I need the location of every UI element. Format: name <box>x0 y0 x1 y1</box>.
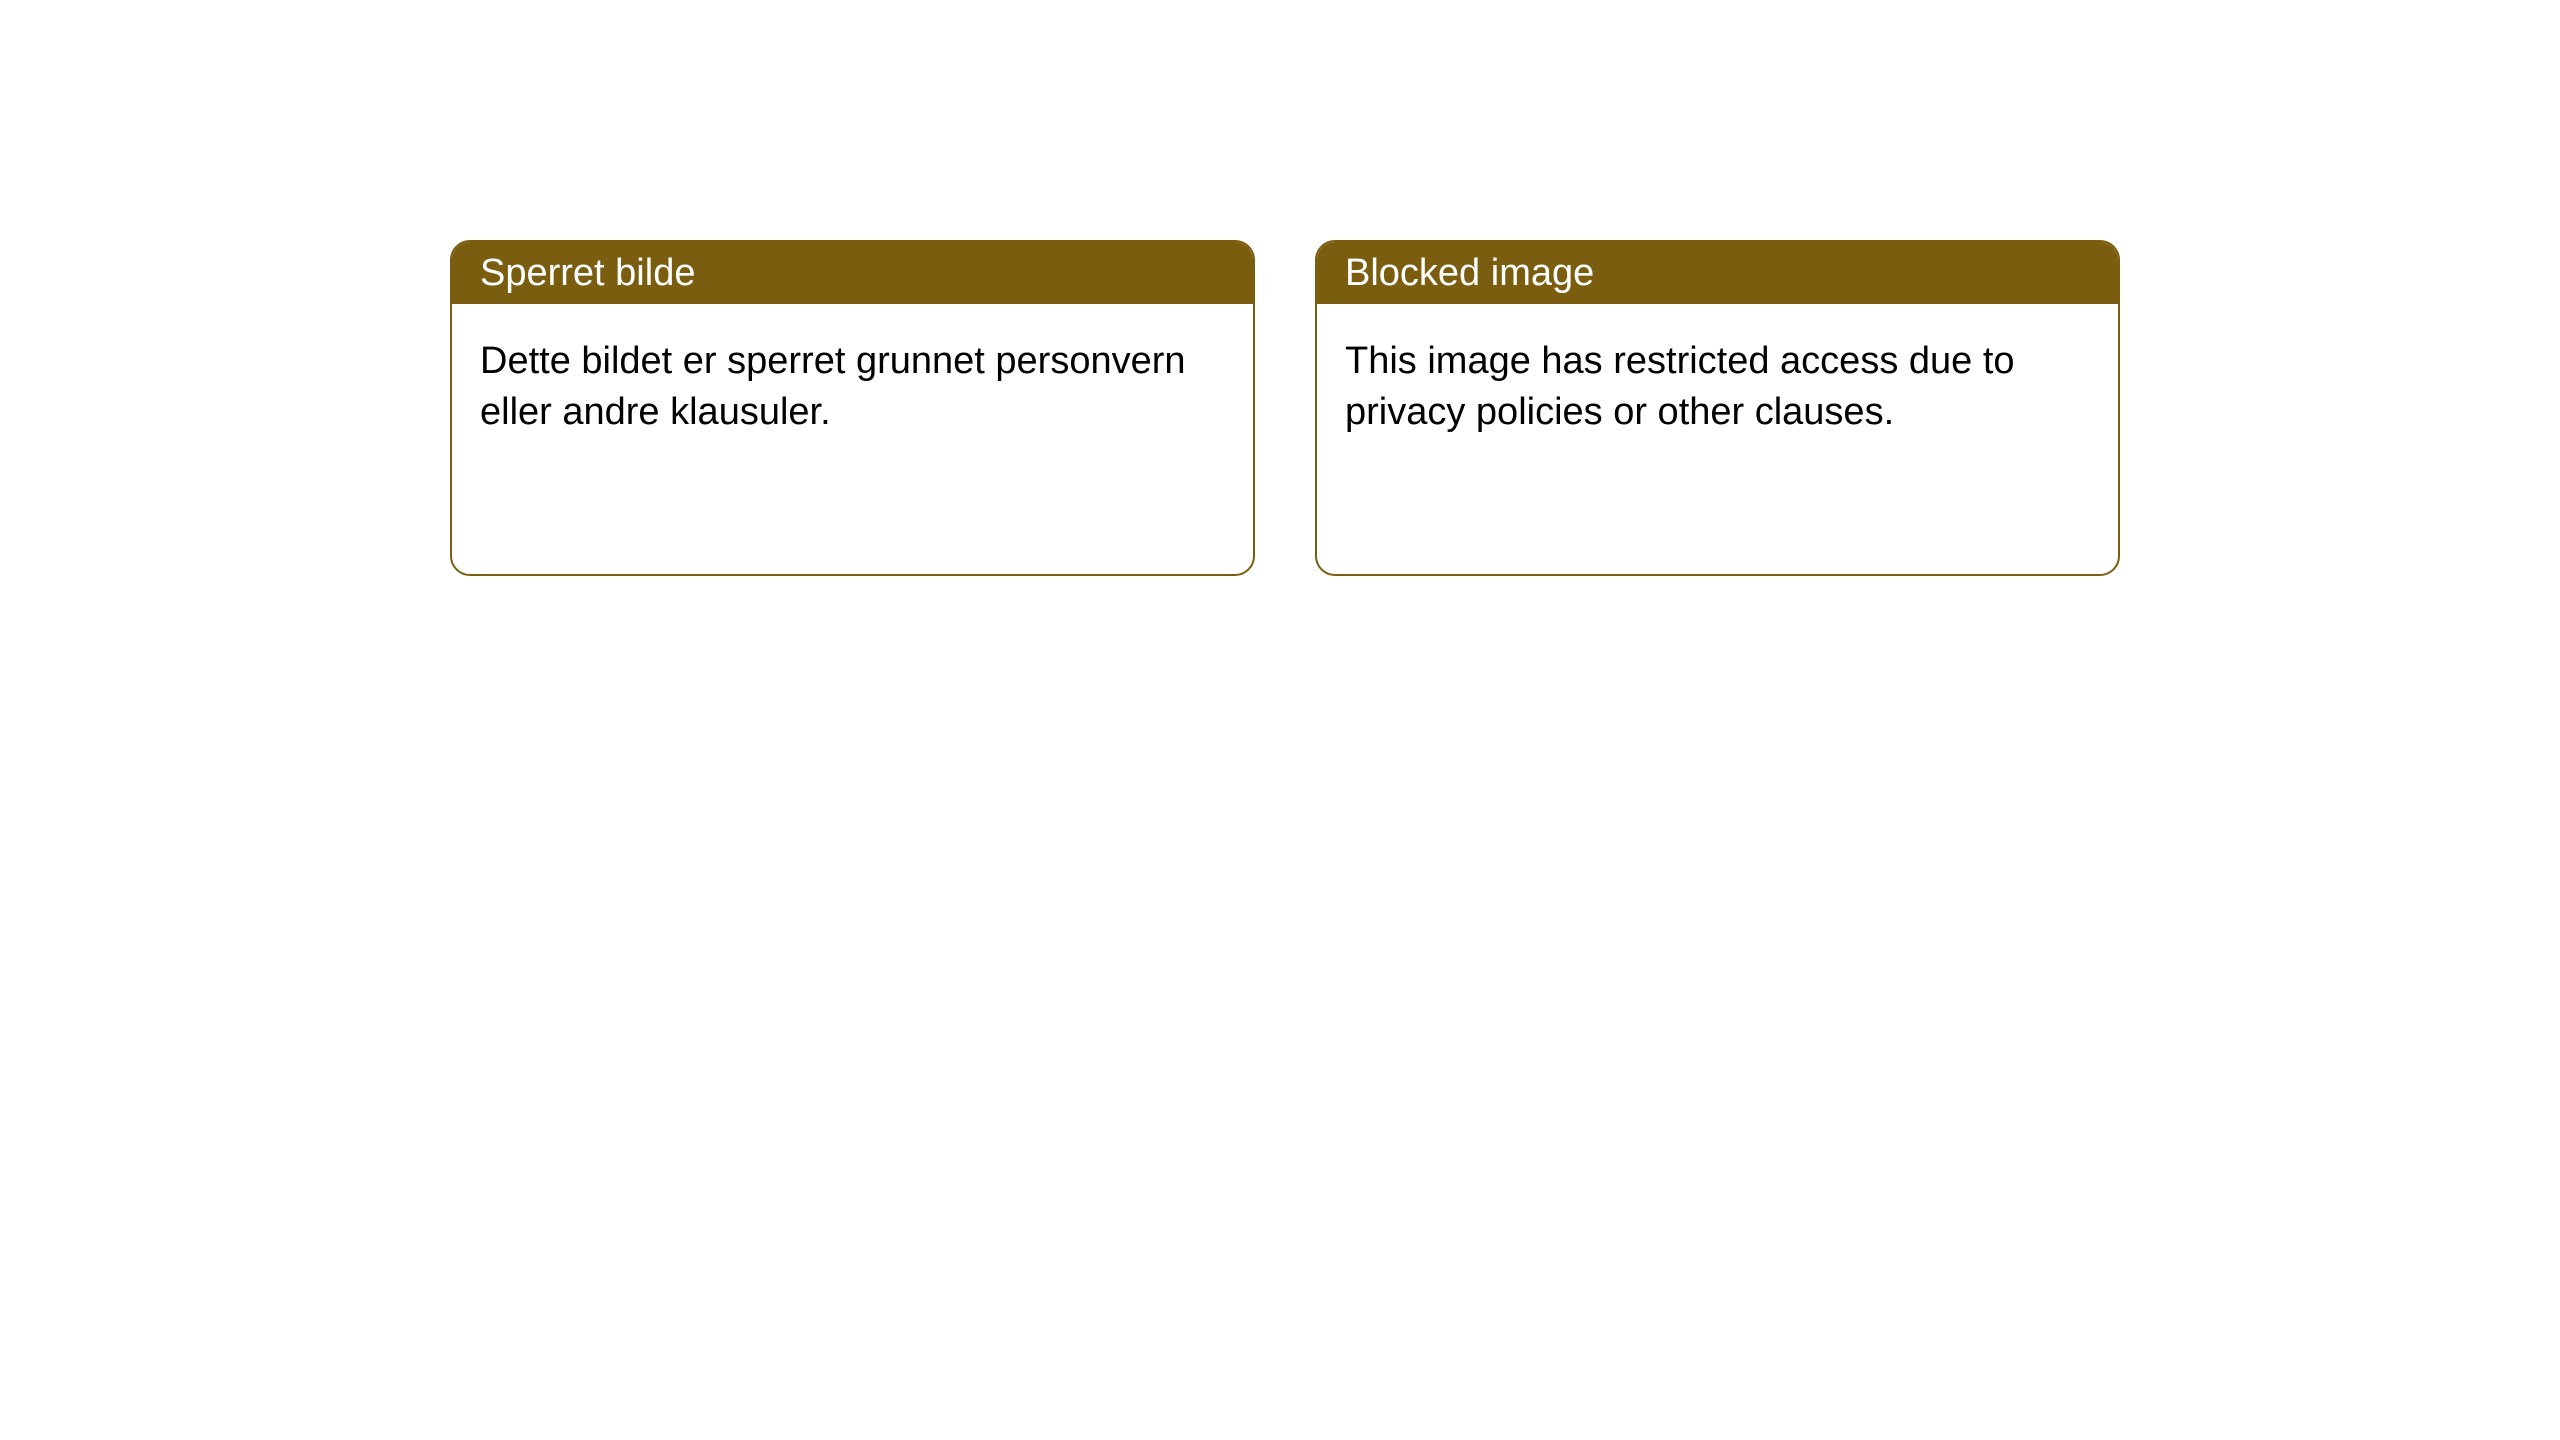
card-body-no: Dette bildet er sperret grunnet personve… <box>452 304 1253 471</box>
card-header-en: Blocked image <box>1317 242 2118 304</box>
card-text-en: This image has restricted access due to … <box>1345 340 2015 433</box>
card-title-no: Sperret bilde <box>480 252 695 295</box>
card-body-en: This image has restricted access due to … <box>1317 304 2118 471</box>
card-title-en: Blocked image <box>1345 252 1594 295</box>
blocked-image-card-en: Blocked image This image has restricted … <box>1315 240 2120 576</box>
blocked-image-card-no: Sperret bilde Dette bildet er sperret gr… <box>450 240 1255 576</box>
card-text-no: Dette bildet er sperret grunnet personve… <box>480 340 1186 433</box>
card-header-no: Sperret bilde <box>452 242 1253 304</box>
card-container: Sperret bilde Dette bildet er sperret gr… <box>0 0 2560 576</box>
